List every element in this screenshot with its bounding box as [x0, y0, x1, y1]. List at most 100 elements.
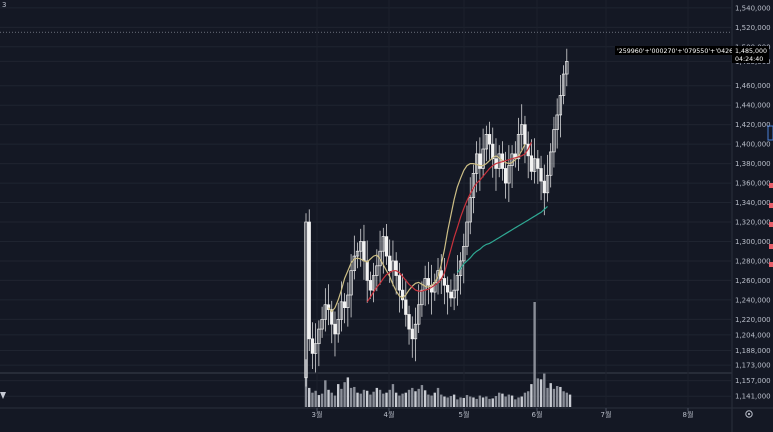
volume-bar [330, 392, 333, 407]
moving-average-line [456, 205, 548, 273]
price-tick-label: 1,188,000 [735, 347, 771, 355]
volume-bar [485, 396, 488, 407]
candle-body [394, 260, 398, 276]
volume-bar [526, 391, 530, 407]
candle-body [404, 299, 408, 315]
volume-bar [465, 395, 469, 407]
countdown-label: 04:24:40 [735, 56, 763, 63]
candle-body [426, 278, 431, 286]
symbol-label: '259960'+'000270'+'079550'+'042660'+'... [617, 48, 756, 55]
volume-bar [523, 392, 527, 407]
price-tick-label: 1,300,000 [735, 238, 771, 246]
candle-body [420, 289, 424, 306]
volume-bar [314, 390, 317, 407]
right-edge-red-marker [769, 203, 773, 208]
candle-body [307, 221, 311, 340]
settings-icon[interactable] [745, 410, 753, 418]
symbol-label-box [615, 46, 732, 55]
time-tick-label: 5월 [459, 410, 470, 419]
candle-body [304, 221, 308, 379]
right-edge-box-marker [767, 125, 773, 141]
candle-body [326, 304, 331, 310]
volume-bar [382, 393, 385, 407]
volume-bar [430, 395, 433, 407]
volume-bar [365, 390, 369, 407]
time-tick-label: 7월 [601, 410, 612, 419]
volume-bar [501, 393, 504, 407]
right-edge-red-marker [769, 222, 773, 227]
volume-bar [311, 392, 314, 407]
volume-bar [546, 387, 549, 407]
candle-body [384, 236, 389, 257]
volume-bar [349, 387, 353, 407]
candle-body [552, 129, 556, 153]
candle-body [455, 275, 459, 291]
volume-bar [398, 395, 401, 407]
candle-body [452, 289, 456, 299]
volume-bar [420, 385, 424, 407]
candle-body [362, 241, 366, 262]
candlesticks [304, 48, 569, 387]
volume-bar [369, 394, 372, 407]
time-axis[interactable]: 3월 4월 5월 6월 7월 8월 [312, 408, 694, 419]
current-price-callout: '259960'+'000270'+'079550'+'042660'+'...… [615, 46, 769, 63]
candle-body [520, 124, 524, 135]
candle-body [413, 323, 418, 340]
candle-body [310, 338, 315, 354]
price-tick-label: 1,173,000 [735, 362, 771, 370]
volume-bar [536, 378, 540, 407]
price-label-box [732, 46, 769, 55]
candle-body [397, 275, 402, 291]
time-label-box [732, 55, 769, 63]
candle-body [523, 124, 527, 145]
volume-bar [475, 398, 478, 407]
volume-bar [504, 396, 507, 407]
candle-body [371, 275, 376, 291]
candle-body [503, 168, 508, 184]
volume-bar [404, 392, 408, 407]
price-tick-label: 1,260,000 [735, 277, 771, 285]
candle-body [368, 280, 373, 291]
candle-body [549, 151, 553, 176]
volume-bar [388, 389, 391, 407]
volume-bar [343, 382, 346, 407]
volume-bar [478, 395, 482, 407]
price-tick-label: 1,204,000 [735, 331, 771, 339]
candle-body [536, 158, 540, 169]
volume-bar [327, 389, 330, 407]
volume-bar [539, 379, 543, 407]
volume-bar [507, 394, 511, 407]
volume-bar [427, 394, 430, 407]
volume-bar [456, 399, 459, 407]
candle-body [532, 158, 537, 172]
left-edge-icon [0, 392, 6, 399]
candle-body [400, 289, 405, 301]
volume-bar [459, 397, 462, 407]
candle-body [507, 165, 511, 184]
candle-body [558, 95, 563, 116]
candle-body [497, 153, 501, 169]
volume-bar [443, 396, 446, 407]
candle-body [330, 309, 334, 325]
candle-body [410, 328, 414, 340]
volume-bar [452, 394, 456, 407]
volume-bar [481, 397, 485, 407]
top-left-marker: 3 [2, 1, 6, 9]
candle-body [355, 250, 360, 257]
candle-body [417, 304, 421, 325]
volume-bar [340, 388, 343, 407]
volume-bar [543, 373, 546, 407]
price-tick-label: 1,157,000 [735, 377, 771, 385]
volume-bar [433, 392, 436, 407]
volume-bar [362, 389, 366, 407]
volume-bar [462, 397, 465, 407]
volume-bar [337, 384, 340, 407]
volume-bar [385, 392, 388, 407]
volume-bar [488, 398, 491, 407]
candle-body [381, 236, 385, 252]
volume-bar [440, 394, 443, 407]
price-axis[interactable]: 1,141,000 1,157,000 1,173,000 1,188,000 1,20… [735, 4, 771, 400]
volume-bar [559, 386, 562, 407]
volume-bar [491, 398, 494, 407]
